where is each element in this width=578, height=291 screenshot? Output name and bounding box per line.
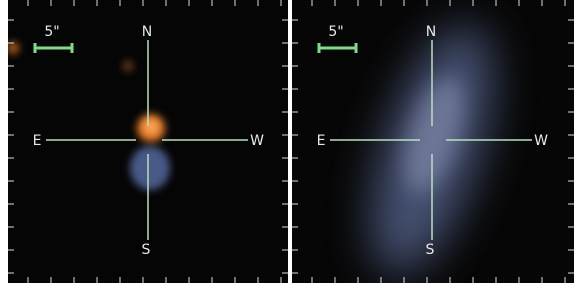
compass-label: E xyxy=(33,133,42,149)
compass-label: S xyxy=(142,242,151,258)
blue-galaxy xyxy=(130,146,170,190)
compass-label: N xyxy=(142,24,152,40)
scale-label: 5" xyxy=(328,24,343,40)
faint-source xyxy=(123,61,133,71)
image-panel: 5" N S E W xyxy=(292,0,574,288)
compass-label: W xyxy=(250,133,264,149)
faint-source xyxy=(7,42,19,54)
star-core xyxy=(145,121,157,133)
compass-label: W xyxy=(534,133,548,149)
compass-label: E xyxy=(317,133,326,149)
image-panel: 5" N S E W xyxy=(7,0,288,283)
compass-label: S xyxy=(426,242,435,258)
cutout-viewer: 5" N S E W 5" N S E W xyxy=(0,0,578,291)
scale-label: 5" xyxy=(44,24,59,40)
compass-label: N xyxy=(426,24,436,40)
